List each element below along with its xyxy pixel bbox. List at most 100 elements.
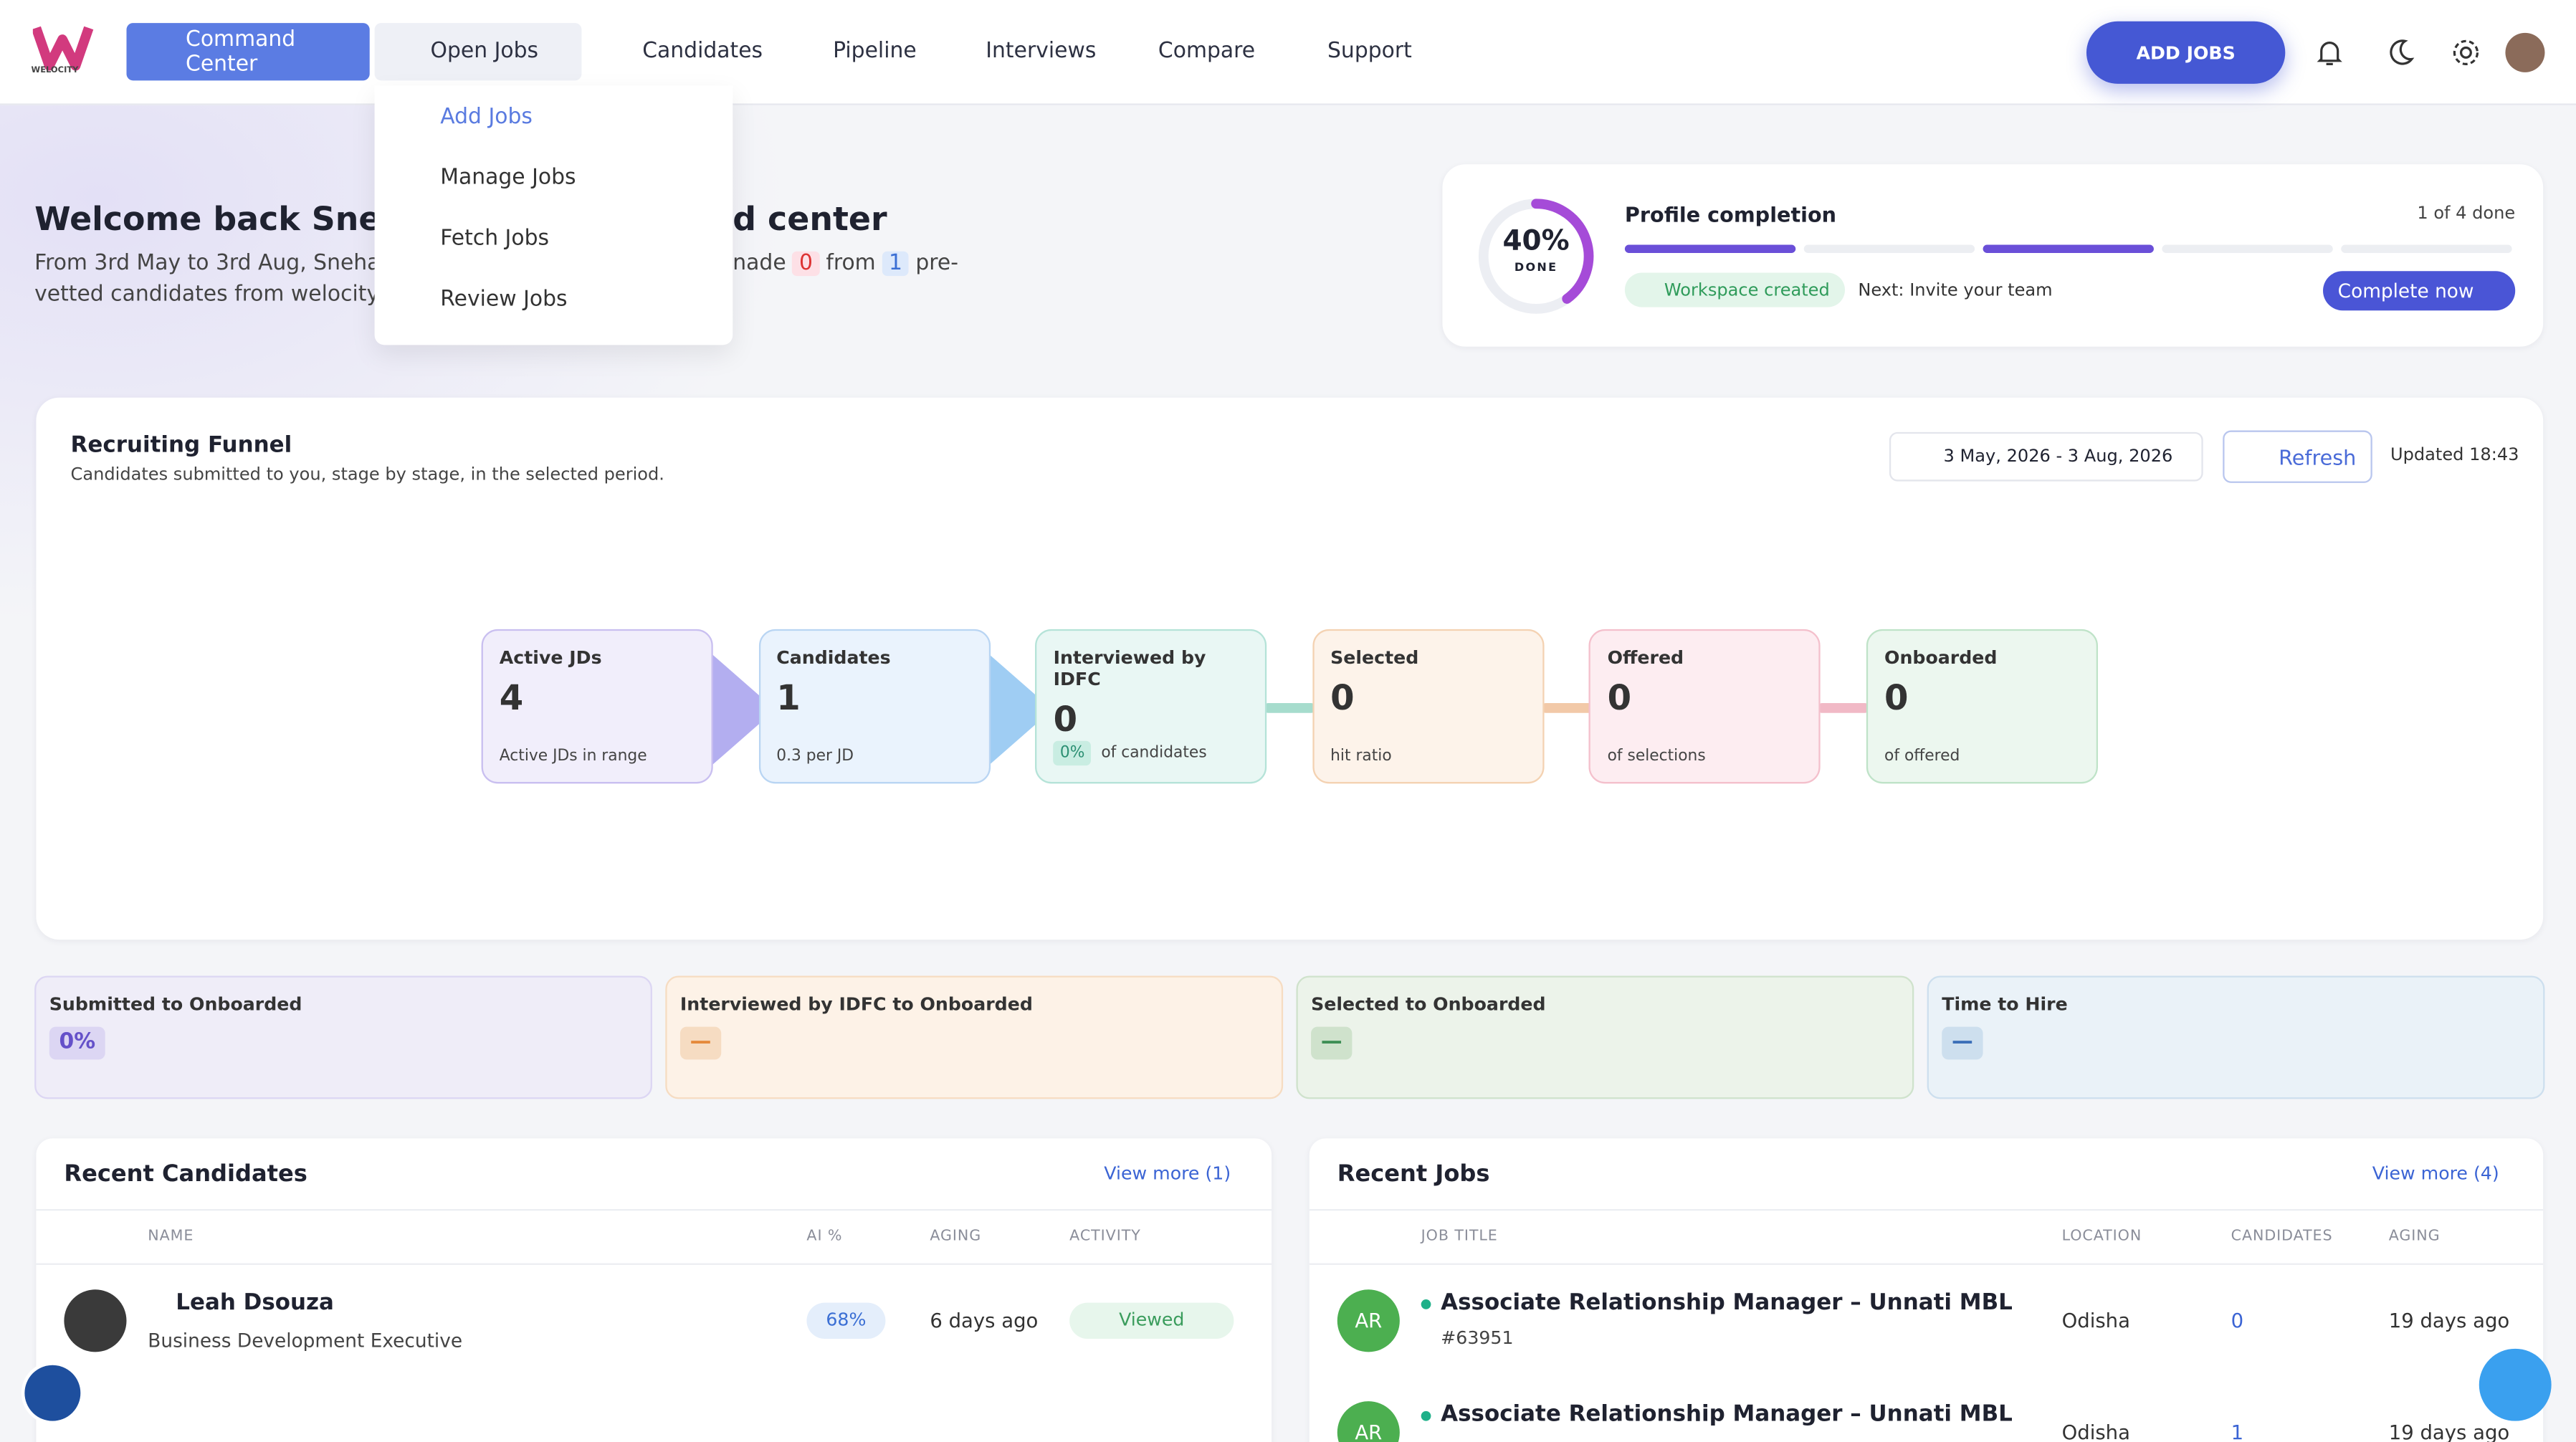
candidate-avatar bbox=[64, 1289, 127, 1352]
profile-card: 40% DONE Profile completion 1 of 4 done … bbox=[1442, 164, 2544, 347]
ai-score: 68% bbox=[806, 1302, 886, 1340]
avatar[interactable] bbox=[2505, 32, 2545, 72]
stage-value: 1 bbox=[776, 678, 801, 718]
status-dot bbox=[1421, 1410, 1431, 1421]
connector bbox=[1264, 703, 1317, 713]
divider bbox=[36, 1208, 1272, 1211]
column-header: JOB TITLE bbox=[1421, 1228, 1498, 1246]
metric-value: — bbox=[1942, 1026, 1983, 1060]
stage-label: Interviewed by IDFC bbox=[1053, 647, 1206, 690]
theme-icon[interactable] bbox=[2384, 36, 2417, 69]
status-dot bbox=[1421, 1299, 1431, 1309]
dropdown: Add Jobs Manage Jobs Fetch Jobs Review Jobs bbox=[374, 85, 733, 345]
activity: Viewed bbox=[1069, 1302, 1234, 1340]
stage-value: 4 bbox=[499, 678, 524, 718]
nav-item[interactable]: Compare bbox=[1158, 39, 1256, 65]
funnel-stage: Active JDs 4 Active JDs in range bbox=[481, 629, 713, 784]
metric-card: Submitted to Onboarded 0% bbox=[34, 975, 652, 1099]
menu-item[interactable]: Fetch Jobs bbox=[440, 226, 550, 252]
next-step: Next: Invite your team bbox=[1858, 280, 2053, 301]
view-more[interactable]: View more (1) bbox=[1104, 1162, 1231, 1185]
nav-item[interactable]: Support bbox=[1327, 39, 1412, 65]
nav-item[interactable]: Pipeline bbox=[833, 39, 917, 65]
updated-time: Updated 18:43 bbox=[2390, 445, 2519, 465]
bell-icon[interactable] bbox=[2313, 36, 2346, 69]
job-initials: AR bbox=[1337, 1401, 1400, 1442]
divider bbox=[1309, 1208, 2544, 1211]
welcome-text: From 3rd May to 3rd Aug, Sneha Krish bbox=[34, 251, 441, 277]
text: nade bbox=[733, 251, 786, 277]
note-text: 0.3 per JD bbox=[776, 747, 854, 766]
settings-icon[interactable] bbox=[2450, 36, 2483, 69]
text: from bbox=[826, 251, 876, 277]
accessibility-button[interactable] bbox=[21, 1362, 84, 1425]
badge: 0% bbox=[1053, 740, 1092, 766]
candidate-count: 1 bbox=[2231, 1420, 2244, 1442]
job-title: Associate Relationship Manager – Unnati … bbox=[1441, 1401, 2013, 1428]
aging: 6 days ago bbox=[930, 1309, 1039, 1332]
stage-label: Active JDs bbox=[499, 647, 602, 669]
metric-label: Time to Hire bbox=[1942, 993, 2068, 1016]
connector bbox=[986, 651, 1039, 768]
stage-note: of selections bbox=[1608, 748, 1706, 765]
metric-label: Submitted to Onboarded bbox=[49, 993, 302, 1016]
menu-item[interactable]: Review Jobs bbox=[440, 287, 568, 312]
welcome-title: d center bbox=[733, 199, 887, 239]
date-picker[interactable]: 3 May, 2026 - 3 Aug, 2026 bbox=[1889, 431, 2203, 482]
text: pre- bbox=[915, 251, 958, 277]
refresh-button[interactable]: Refresh bbox=[2223, 430, 2372, 483]
funnel-stage: Interviewed by IDFC 0 0% of candidates bbox=[1035, 629, 1267, 784]
status-chip: Workspace created bbox=[1624, 272, 1845, 307]
view-more[interactable]: View more (4) bbox=[2372, 1162, 2499, 1185]
note-text: of selections bbox=[1607, 747, 1706, 766]
section-title: Recent Candidates bbox=[64, 1161, 307, 1188]
funnel-card: Recruiting Funnel Candidates submitted t… bbox=[36, 397, 2544, 940]
nav-item[interactable]: Candidates bbox=[642, 39, 763, 65]
segment bbox=[1983, 244, 2154, 253]
segment bbox=[2162, 244, 2333, 253]
stage-note: hit ratio bbox=[1330, 748, 1392, 765]
stage-label: Candidates bbox=[776, 647, 891, 669]
note-text: hit ratio bbox=[1330, 747, 1392, 766]
metric-card: Interviewed by IDFC to Onboarded — bbox=[665, 975, 1284, 1099]
metric-value: 0% bbox=[49, 1026, 105, 1060]
funnel-stage: Offered 0 of selections bbox=[1589, 629, 1821, 784]
add-jobs-button[interactable]: ADD JOBS bbox=[2086, 21, 2286, 84]
column-header: AI % bbox=[806, 1228, 843, 1246]
recent-jobs: Recent Jobs View more (4) JOB TITLE LOCAT… bbox=[1309, 1138, 2544, 1442]
stage-value: 0 bbox=[1053, 699, 1078, 740]
menu-item[interactable]: Add Jobs bbox=[440, 105, 533, 130]
nav-item[interactable]: Open Jobs bbox=[374, 23, 582, 81]
segment bbox=[1803, 244, 1975, 253]
menu-item[interactable]: Manage Jobs bbox=[440, 166, 576, 191]
stage-note: Active JDs in range bbox=[500, 748, 647, 765]
stage-value: 0 bbox=[1884, 678, 1909, 718]
aging: 19 days ago bbox=[2388, 1309, 2510, 1332]
progress-text: 1 of 4 done bbox=[2417, 204, 2516, 224]
stage-label: Selected bbox=[1330, 647, 1419, 669]
nav-item[interactable]: Command Center bbox=[126, 23, 370, 81]
complete-button[interactable]: Complete now bbox=[2323, 271, 2516, 311]
segment bbox=[1624, 244, 1796, 253]
welcome-text: vetted candidates from welocity. bbox=[34, 282, 383, 307]
funnel-stage: Selected 0 hit ratio bbox=[1312, 629, 1545, 784]
stage-note: of offered bbox=[1884, 748, 1960, 765]
chat-button[interactable] bbox=[2479, 1348, 2552, 1421]
connector bbox=[1540, 703, 1593, 713]
metric-label: Selected to Onboarded bbox=[1311, 993, 1546, 1016]
profile-title: Profile completion bbox=[1624, 201, 1837, 227]
column-header: CANDIDATES bbox=[2231, 1228, 2333, 1246]
funnel-title: Recruiting Funnel bbox=[70, 431, 292, 459]
funnel-stage: Onboarded 0 of offered bbox=[1866, 629, 2099, 784]
nav-item[interactable]: Interviews bbox=[986, 39, 1097, 65]
progress-bar bbox=[1624, 244, 2512, 253]
note-text: of candidates bbox=[1101, 744, 1207, 763]
job-id: #63951 bbox=[1441, 1327, 1514, 1349]
location: Odisha bbox=[2061, 1420, 2130, 1442]
metric-card: Time to Hire — bbox=[1927, 975, 2545, 1099]
funnel-subtitle: Candidates submitted to you, stage by st… bbox=[70, 464, 664, 485]
segment bbox=[2341, 244, 2512, 253]
column-header: LOCATION bbox=[2061, 1228, 2142, 1246]
candidate-count: 0 bbox=[2231, 1309, 2244, 1332]
